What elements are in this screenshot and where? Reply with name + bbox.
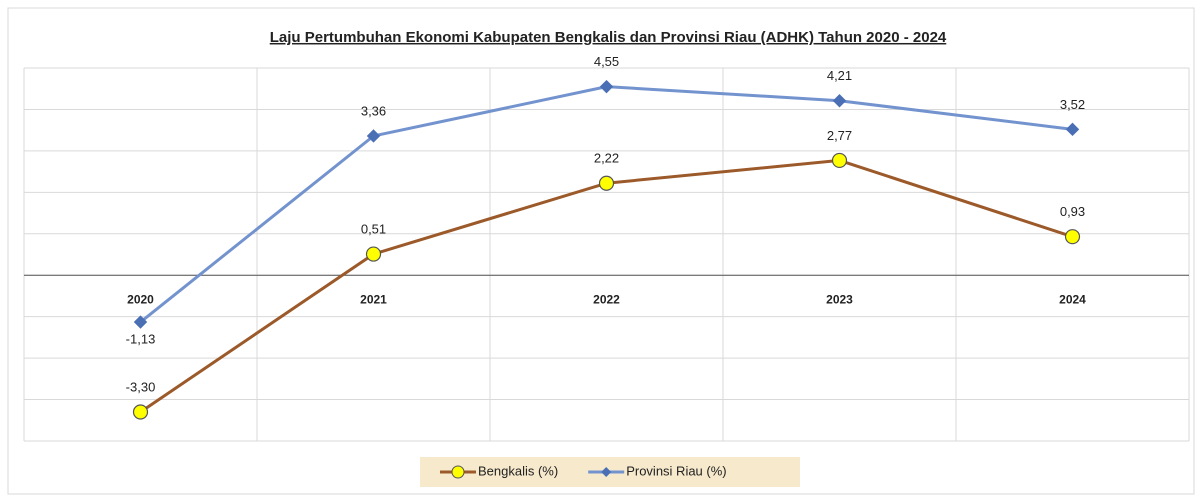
series: -3,30 0,51 2,22 2,77 0,93 xyxy=(126,128,1085,420)
data-label: 3,52 xyxy=(1060,97,1085,112)
point xyxy=(1064,229,1081,245)
data-label: -1,13 xyxy=(126,331,156,346)
data-label: 0,51 xyxy=(361,222,386,237)
legend: Bengkalis (%) Provinsi Riau (%) xyxy=(420,457,800,487)
data-label: 2,77 xyxy=(827,128,852,143)
chart-frame xyxy=(7,7,1195,495)
legend-label: Provinsi Riau (%) xyxy=(626,463,726,478)
data-label: 3,36 xyxy=(361,103,386,118)
point xyxy=(832,94,847,108)
legend-marker xyxy=(601,467,612,477)
point xyxy=(599,79,614,94)
data-label: 0,93 xyxy=(1060,204,1085,219)
x-tick-label: 2020 xyxy=(127,292,154,306)
data-label: 4,21 xyxy=(827,68,852,83)
x-tick-label: 2024 xyxy=(1059,292,1086,306)
point xyxy=(133,315,148,329)
x-tick-label: 2023 xyxy=(826,292,853,306)
point xyxy=(132,404,149,420)
chart-title: Laju Pertumbuhan Ekonomi Kabupaten Bengk… xyxy=(270,29,947,46)
point xyxy=(1065,122,1080,137)
x-tick-label: 2022 xyxy=(593,292,620,306)
point xyxy=(366,129,381,143)
point xyxy=(365,246,382,262)
series: -1,13 3,36 4,55 4,21 3,52 xyxy=(126,54,1085,346)
data-label: 4,55 xyxy=(594,54,619,69)
data-label: -3,30 xyxy=(126,379,156,394)
data-label: 2,22 xyxy=(594,151,619,166)
point xyxy=(831,152,848,169)
legend-label: Bengkalis (%) xyxy=(478,463,558,478)
point xyxy=(598,175,615,191)
x-tick-label: 2021 xyxy=(360,292,387,306)
legend-marker xyxy=(451,465,465,479)
